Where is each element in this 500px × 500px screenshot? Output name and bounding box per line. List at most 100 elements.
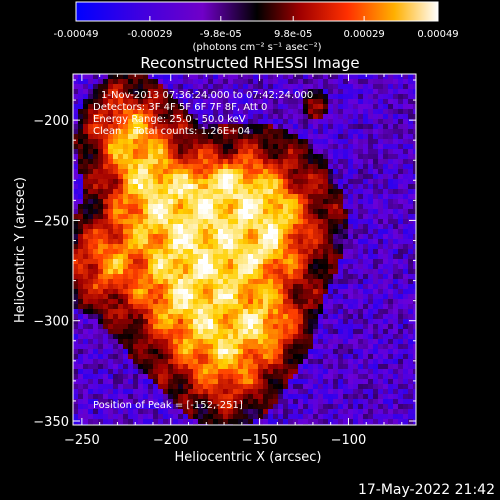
heatmap-cell [178, 89, 184, 95]
heatmap-cell [283, 339, 289, 345]
heatmap-cell [333, 334, 339, 340]
heatmap-cell [373, 419, 379, 425]
heatmap-cell [293, 174, 299, 180]
heatmap-cell [278, 419, 284, 425]
heatmap-cell [163, 339, 169, 345]
heatmap-cell [133, 279, 139, 285]
heatmap-cell [188, 379, 194, 385]
heatmap-cell [333, 254, 339, 260]
heatmap-cell [293, 159, 299, 165]
heatmap-cell [278, 414, 284, 420]
heatmap-cell [88, 134, 94, 140]
heatmap-cell [218, 364, 224, 370]
heatmap-cell [348, 259, 354, 265]
heatmap-cell [108, 379, 114, 385]
heatmap-cell [398, 149, 404, 155]
heatmap-cell [343, 214, 349, 220]
heatmap-cell [88, 384, 94, 390]
heatmap-cell [168, 79, 174, 85]
heatmap-cell [338, 114, 344, 120]
heatmap-cell [138, 264, 144, 270]
heatmap-cell [193, 364, 199, 370]
heatmap-cell [158, 89, 164, 95]
heatmap-cell [93, 394, 99, 400]
heatmap-cell [393, 264, 399, 270]
heatmap-cell [318, 309, 324, 315]
heatmap-cell [183, 324, 189, 330]
heatmap-cell [108, 354, 114, 360]
heatmap-cell [238, 189, 244, 195]
heatmap-cell [228, 374, 234, 380]
heatmap-cell [193, 344, 199, 350]
heatmap-cell [123, 309, 129, 315]
heatmap-cell [163, 269, 169, 275]
heatmap-cell [268, 99, 274, 105]
heatmap-cell [248, 319, 254, 325]
heatmap-cell [143, 109, 149, 115]
heatmap-cell [213, 404, 219, 410]
heatmap-cell [338, 229, 344, 235]
heatmap-cell [233, 219, 239, 225]
heatmap-cell [188, 109, 194, 115]
heatmap-cell [243, 174, 249, 180]
heatmap-cell [93, 179, 99, 185]
heatmap-cell [228, 229, 234, 235]
heatmap-cell [303, 104, 309, 110]
heatmap-cell [148, 94, 154, 100]
heatmap-cell [128, 204, 134, 210]
heatmap-cell [173, 144, 179, 150]
heatmap-cell [308, 139, 314, 145]
heatmap-cell [238, 419, 244, 425]
heatmap-cell [353, 409, 359, 415]
heatmap-cell [103, 299, 109, 305]
heatmap-cell [378, 219, 384, 225]
heatmap-cell [293, 244, 299, 250]
heatmap-cell [118, 314, 124, 320]
heatmap-cell [273, 89, 279, 95]
heatmap-cell [233, 149, 239, 155]
heatmap-cell [263, 344, 269, 350]
heatmap-cell [353, 359, 359, 365]
heatmap-cell [383, 379, 389, 385]
heatmap-cell [193, 334, 199, 340]
heatmap-cell [363, 149, 369, 155]
heatmap-cell [373, 354, 379, 360]
heatmap-cell [338, 384, 344, 390]
heatmap-cell [238, 144, 244, 150]
heatmap-cell [178, 254, 184, 260]
heatmap-cell [73, 104, 79, 110]
heatmap-cell [288, 374, 294, 380]
heatmap-cell [393, 219, 399, 225]
heatmap-cell [93, 109, 99, 115]
heatmap-cell [213, 194, 219, 200]
heatmap-cell [123, 249, 129, 255]
heatmap-cell [318, 384, 324, 390]
heatmap-cell [268, 209, 274, 215]
heatmap-cell [338, 299, 344, 305]
heatmap-cell [273, 94, 279, 100]
heatmap-cell [258, 89, 264, 95]
heatmap-cell [188, 314, 194, 320]
heatmap-cell [353, 169, 359, 175]
heatmap-cell [388, 254, 394, 260]
heatmap-cell [258, 144, 264, 150]
heatmap-cell [173, 419, 179, 425]
heatmap-cell [328, 374, 334, 380]
heatmap-cell [168, 199, 174, 205]
heatmap-cell [303, 369, 309, 375]
heatmap-cell [158, 314, 164, 320]
heatmap-cell [153, 139, 159, 145]
heatmap-cell [263, 384, 269, 390]
heatmap-cell [308, 344, 314, 350]
heatmap-cell [253, 169, 259, 175]
heatmap-cell [218, 359, 224, 365]
heatmap-cell [263, 79, 269, 85]
heatmap-cell [328, 419, 334, 425]
heatmap-cell [153, 404, 159, 410]
heatmap-cell [173, 279, 179, 285]
heatmap-cell [408, 274, 414, 280]
heatmap-cell [288, 284, 294, 290]
heatmap-cell [318, 74, 324, 80]
heatmap-cell [393, 379, 399, 385]
heatmap-cell [178, 359, 184, 365]
